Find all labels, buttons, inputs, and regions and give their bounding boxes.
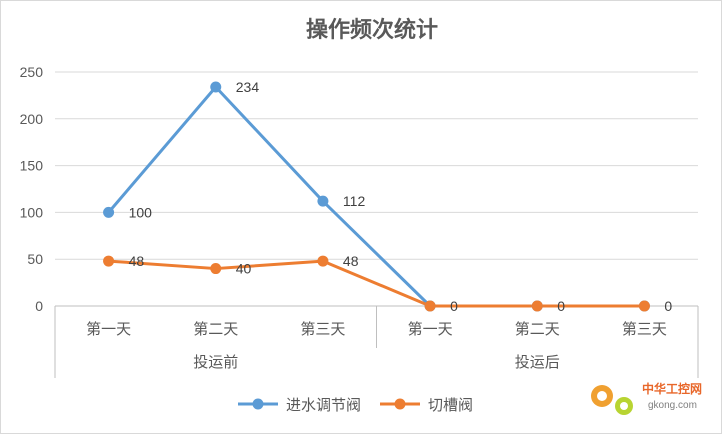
data-point [317, 255, 329, 267]
x-group-label: 投运前 [193, 353, 238, 371]
x-tick-label: 第二天 [515, 320, 560, 338]
data-label: 40 [236, 261, 252, 277]
legend-marker [394, 398, 406, 410]
x-tick-label: 第三天 [622, 320, 667, 338]
data-label: 112 [343, 193, 366, 209]
x-tick-label: 第二天 [193, 320, 238, 338]
data-label: 48 [343, 253, 359, 269]
data-labels: 100 234 112 48 40 48 0 0 0 [129, 79, 673, 314]
data-label: 234 [236, 79, 260, 95]
data-point [424, 300, 436, 312]
y-tick-label: 250 [20, 64, 44, 80]
x-tick-label: 第一天 [408, 320, 453, 338]
data-point [103, 206, 115, 218]
data-point [531, 300, 543, 312]
data-point [210, 81, 222, 93]
gridlines [55, 71, 698, 260]
data-point [210, 263, 222, 275]
data-point [638, 300, 650, 312]
x-group-label: 投运后 [515, 353, 560, 371]
legend-label: 进水调节阀 [286, 396, 361, 414]
series-line-0 [107, 85, 645, 308]
chart-title: 操作频次统计 [306, 17, 438, 43]
data-label: 0 [664, 298, 672, 314]
y-tick-label: 50 [27, 251, 43, 267]
watermark-url: gkong.com [648, 400, 697, 411]
legend: 进水调节阀 切槽阀 [238, 396, 473, 414]
legend-marker [252, 398, 264, 410]
x-tick-label: 第一天 [86, 320, 131, 338]
series-line-1 [108, 259, 645, 308]
data-label: 48 [129, 253, 145, 269]
watermark: 中华工控网 gkong.com [591, 381, 702, 415]
data-label: 0 [557, 298, 565, 314]
legend-label: 切槽阀 [428, 396, 473, 414]
data-label: 0 [450, 298, 458, 314]
data-point [103, 255, 115, 267]
y-tick-label: 150 [20, 158, 44, 174]
watermark-name: 中华工控网 [642, 381, 702, 396]
y-tick-label: 100 [20, 204, 44, 220]
data-label: 100 [129, 204, 153, 220]
y-axis: 0 50 100 150 200 250 [20, 64, 44, 314]
data-point [317, 195, 329, 207]
y-tick-label: 200 [20, 111, 44, 127]
series-layer [103, 81, 650, 312]
gear-logo-icon [591, 385, 633, 415]
x-tick-label: 第三天 [300, 320, 345, 338]
y-tick-label: 0 [35, 298, 43, 314]
